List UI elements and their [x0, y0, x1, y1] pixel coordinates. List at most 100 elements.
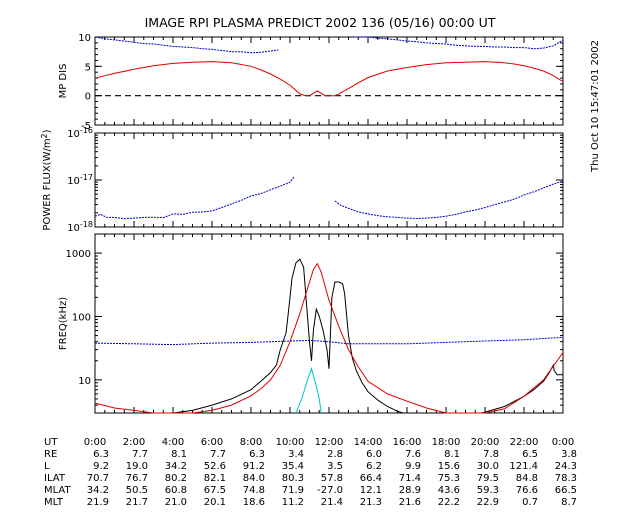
- ephemeris-value: 74.8: [243, 485, 265, 496]
- x-tick-label: 12:00: [315, 437, 344, 448]
- ephemeris-row-label: RE: [44, 449, 57, 460]
- ephemeris-value: 20.1: [204, 497, 226, 508]
- y-tick-label: 10: [78, 33, 91, 44]
- plot-frame: [94, 36, 564, 126]
- y-tick-label: 1000: [66, 249, 91, 260]
- y-axis-label: MP DIS: [58, 64, 69, 99]
- ephemeris-value: 22.2: [438, 497, 460, 508]
- ephemeris-value: 7.6: [405, 449, 421, 460]
- x-tick-label: 4:00: [162, 437, 184, 448]
- ephemeris-row-label: MLAT: [44, 485, 71, 496]
- blue-series-line: [94, 36, 279, 54]
- figure-title: IMAGE RPI PLASMA PREDICT 2002 136 (05/16…: [145, 15, 496, 30]
- x-tick-label: 16:00: [393, 437, 422, 448]
- ephemeris-value: 2.8: [327, 449, 343, 460]
- ephemeris-value: 24.3: [555, 461, 577, 472]
- y-axis-label: POWER FLUX(W/m2): [40, 129, 53, 230]
- ephemeris-value: 34.2: [87, 485, 109, 496]
- ephemeris-value: 9.2: [93, 461, 109, 472]
- ephemeris-value: 66.4: [360, 473, 382, 484]
- ephemeris-value: 18.6: [243, 497, 265, 508]
- ephemeris-value: 70.7: [87, 473, 109, 484]
- y-tick-label: -5: [81, 121, 91, 132]
- ephemeris-value: 71.9: [282, 485, 304, 496]
- ephemeris-value: 6.2: [366, 461, 382, 472]
- plot-frame: [94, 233, 564, 414]
- ephemeris-value: 3.4: [288, 449, 304, 460]
- ephemeris-value: 22.9: [477, 497, 499, 508]
- ephemeris-value: 8.1: [444, 449, 460, 460]
- ephemeris-value: 8.7: [561, 497, 577, 508]
- ephemeris-value: 11.2: [282, 497, 304, 508]
- y-tick-label: 5: [85, 62, 91, 73]
- ephemeris-value: 80.3: [282, 473, 304, 484]
- cyan-series-line: [295, 367, 322, 414]
- x-tick-label: 10:00: [276, 437, 305, 448]
- ephemeris-value: 76.6: [516, 485, 538, 496]
- power-flux-panel: 10-16 10-17 10-18 POWER FLUX(W/m2): [40, 126, 564, 234]
- ephemeris-value: 21.3: [360, 497, 382, 508]
- ephemeris-value: 76.7: [126, 473, 148, 484]
- ephemeris-value: 50.5: [126, 485, 148, 496]
- ephemeris-value: -27.0: [317, 485, 343, 496]
- x-tick-label: 0:00: [84, 437, 106, 448]
- ephemeris-value: 7.7: [132, 449, 148, 460]
- ephemeris-value: 6.3: [93, 449, 109, 460]
- ephemeris-value: 28.9: [399, 485, 421, 496]
- ephemeris-value: 7.8: [483, 449, 499, 460]
- blue-series-line: [354, 36, 564, 50]
- red-series-line: [94, 262, 564, 414]
- ephemeris-value: 84.0: [243, 473, 265, 484]
- ephemeris-value: 59.3: [477, 485, 499, 496]
- ephemeris-value: 3.8: [561, 449, 577, 460]
- mp-distance-panel: 10 5 0 -5 MP DIS: [58, 33, 564, 132]
- x-tick-label: 6:00: [201, 437, 223, 448]
- ephemeris-row-label: ILAT: [44, 473, 66, 484]
- x-tick-label: 14:00: [354, 437, 383, 448]
- ephemeris-row-label: L: [44, 461, 50, 472]
- ephemeris-value: 19.0: [126, 461, 148, 472]
- ephemeris-value: 9.9: [405, 461, 421, 472]
- ephemeris-value: 84.8: [516, 473, 538, 484]
- ephemeris-value: 8.1: [171, 449, 187, 460]
- ephemeris-value: 12.1: [360, 485, 382, 496]
- ephemeris-value: 43.6: [438, 485, 460, 496]
- ephemeris-value: 30.0: [477, 461, 499, 472]
- ephemeris-value: 34.2: [165, 461, 187, 472]
- ephemeris-table: 0:00 2:00 4:00 6:00 8:00 10:00 12:00 14:00 16:00…: [44, 437, 577, 508]
- y-tick-label: 10-17: [67, 173, 93, 187]
- frequency-panel: 1000 100 10 FREQ(kHz): [58, 233, 564, 414]
- ephemeris-value: 6.3: [249, 449, 265, 460]
- ephemeris-value: 78.3: [555, 473, 577, 484]
- blue-series-line: [94, 336, 564, 346]
- ephemeris-value: 6.5: [522, 449, 538, 460]
- ephemeris-value: 6.0: [366, 449, 382, 460]
- blue-series-line: [94, 176, 295, 220]
- ephemeris-value: 80.2: [165, 473, 187, 484]
- ephemeris-value: 71.4: [399, 473, 421, 484]
- y-tick-label: 10-16: [67, 126, 93, 140]
- ephemeris-value: 75.3: [438, 473, 460, 484]
- ephemeris-value: 21.7: [126, 497, 148, 508]
- x-tick-label: 20:00: [471, 437, 500, 448]
- ephemeris-value: 21.0: [165, 497, 187, 508]
- ephemeris-value: 121.4: [509, 461, 538, 472]
- ephemeris-row-label: UT: [44, 437, 58, 448]
- x-tick-label: 2:00: [123, 437, 145, 448]
- red-series-line: [94, 61, 564, 97]
- y-tick-label: 0: [85, 92, 91, 103]
- ephemeris-value: 15.6: [438, 461, 460, 472]
- timestamp: Thu Oct 10 15:47:01 2002: [590, 40, 601, 173]
- ephemeris-value: 79.5: [477, 473, 499, 484]
- x-tick-label: 8:00: [240, 437, 262, 448]
- ephemeris-value: 66.5: [555, 485, 577, 496]
- ephemeris-value: 21.4: [321, 497, 343, 508]
- y-tick-label: 100: [72, 312, 91, 323]
- x-tick-label: 0:00: [552, 437, 574, 448]
- black-series-line: [95, 258, 404, 414]
- blue-series-line: [334, 180, 564, 220]
- ephemeris-value: 91.2: [243, 461, 265, 472]
- ephemeris-value: 3.5: [327, 461, 343, 472]
- ephemeris-value: 0.7: [522, 497, 538, 508]
